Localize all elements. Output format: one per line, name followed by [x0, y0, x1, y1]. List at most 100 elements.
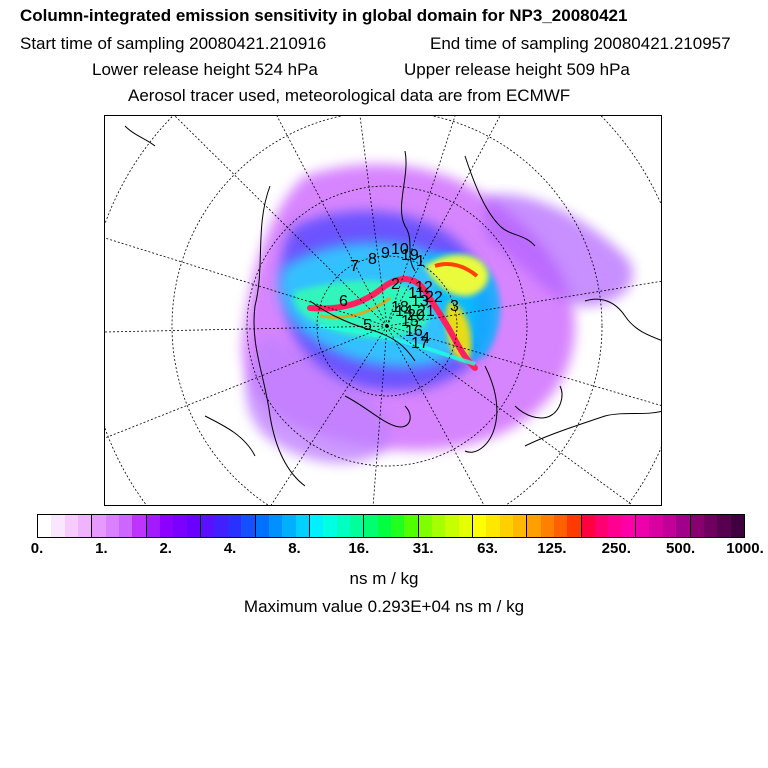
colorbar-segment [51, 515, 65, 537]
colorbar-segment [173, 515, 187, 537]
colorbar-segment [581, 515, 596, 537]
trajectory-labels: 1 2 3 4 5 6 7 8 9 10 11 12 13 14 15 16 1… [339, 241, 459, 352]
colorbar-segment [404, 515, 419, 537]
colorbar-segment [241, 515, 256, 537]
map-label: 6 [339, 293, 348, 310]
colorbar-segment [621, 515, 637, 537]
colorbar-segment [214, 515, 228, 537]
map-label: 1 [416, 253, 425, 270]
colorbar-segment [282, 515, 296, 537]
map-label: 11 [408, 285, 425, 302]
colorbar-segment [64, 515, 79, 537]
lower-release-height: Lower release height 524 hPa [92, 60, 318, 79]
colorbar-tick-label: 8. [288, 540, 301, 557]
colorbar-segment [38, 515, 52, 537]
colorbar-tick-label: 2. [159, 540, 172, 557]
colorbar-segment [636, 515, 650, 537]
colorbar-tick-label: 1. [95, 540, 108, 557]
colorbar-segment [730, 515, 744, 537]
map-label: 15 [401, 313, 419, 330]
colorbar-segment [486, 515, 500, 537]
colorbar-segment [649, 515, 663, 537]
colorbar-segment [390, 515, 405, 537]
colorbar-segment [527, 515, 541, 537]
map-label: 4 [421, 330, 430, 347]
sensitivity-field [242, 164, 633, 464]
colorbar-segment [608, 515, 622, 537]
colorbar-segment [418, 515, 432, 537]
colorbar-segment [160, 515, 174, 537]
colorbar-segment [377, 515, 391, 537]
colorbar-segment [146, 515, 161, 537]
colorbar-tick-label: 63. [477, 540, 498, 557]
colorbar-segment [186, 515, 202, 537]
colorbar-segment [201, 515, 215, 537]
colorbar-tick-label: 500. [666, 540, 696, 557]
map-label: 9 [381, 245, 390, 262]
colorbar-segment [567, 515, 582, 537]
colorbar-segment [309, 515, 324, 537]
colorbar-tick-label: 31. [412, 540, 434, 557]
colorbar-segment [336, 515, 350, 537]
colorbar-segment [445, 515, 459, 537]
colorbar-segment [473, 515, 487, 537]
colorbar-segment [295, 515, 310, 537]
colorbar-segment [132, 515, 147, 537]
colorbar-tick-label: 125. [537, 540, 567, 557]
map-label: 17 [411, 335, 429, 352]
colorbar-segment [364, 515, 378, 537]
colorbar-segment [119, 515, 133, 537]
map-label: 16 [405, 323, 423, 340]
plot-title: Column-integrated emission sensitivity i… [20, 6, 628, 25]
map-canvas: 1 2 3 4 5 6 7 8 9 10 11 12 13 14 15 16 1… [105, 116, 661, 505]
colorbar-segment [349, 515, 365, 537]
colorbar [37, 514, 745, 538]
colorbar-segment [323, 515, 337, 537]
colorbar-tick-label: 16. [348, 540, 370, 557]
map-label: 8 [368, 251, 377, 268]
colorbar-segment [92, 515, 106, 537]
map-label: 20 [407, 307, 425, 324]
colorbar-tick-label: 1000. [726, 540, 764, 557]
upper-release-height: Upper release height 509 hPa [404, 60, 630, 79]
colorbar-segment [268, 515, 283, 537]
map-label: 10 [391, 241, 409, 258]
colorbar-segment [676, 515, 691, 537]
colorbar-segment [105, 515, 120, 537]
coastlines [124, 125, 661, 487]
colorbar-tick-label: 4. [223, 540, 237, 557]
map-label: 21 [417, 303, 435, 320]
colorbar-segment [513, 515, 528, 537]
colorbar-segment [554, 515, 568, 537]
map-label: 2 [391, 276, 400, 293]
map-label: 18 [391, 299, 409, 316]
colorbar-segment [458, 515, 473, 537]
tracer-info: Aerosol tracer used, meteorological data… [128, 86, 571, 105]
graticule [105, 116, 661, 505]
map-label: 22 [425, 289, 443, 306]
colorbar-segment [78, 515, 93, 537]
colorbar-unit: ns m / kg [349, 569, 419, 588]
colorbar-segment [499, 515, 514, 537]
map-label: 19 [401, 247, 419, 264]
colorbar-segment [717, 515, 731, 537]
map-label: 14 [395, 303, 413, 320]
end-time: End time of sampling 20080421.210957 [430, 34, 731, 53]
colorbar-segment [595, 515, 609, 537]
colorbar-segment [540, 515, 555, 537]
colorbar-segment [690, 515, 704, 537]
map-label: 5 [363, 317, 372, 334]
polar-map: 1 2 3 4 5 6 7 8 9 10 11 12 13 14 15 16 1… [104, 115, 662, 506]
colorbar-segment [227, 515, 242, 537]
map-label: 12 [415, 279, 433, 296]
map-label: 7 [350, 258, 359, 275]
map-label: 3 [450, 298, 459, 315]
start-time: Start time of sampling 20080421.210916 [20, 34, 327, 53]
colorbar-segment [431, 515, 446, 537]
colorbar-segment [662, 515, 677, 537]
colorbar-segment [703, 515, 718, 537]
max-value: Maximum value 0.293E+04 ns m / kg [243, 597, 525, 616]
map-label: 13 [411, 293, 429, 310]
colorbar-segment [255, 515, 269, 537]
colorbar-tick-label: 0. [30, 540, 44, 557]
